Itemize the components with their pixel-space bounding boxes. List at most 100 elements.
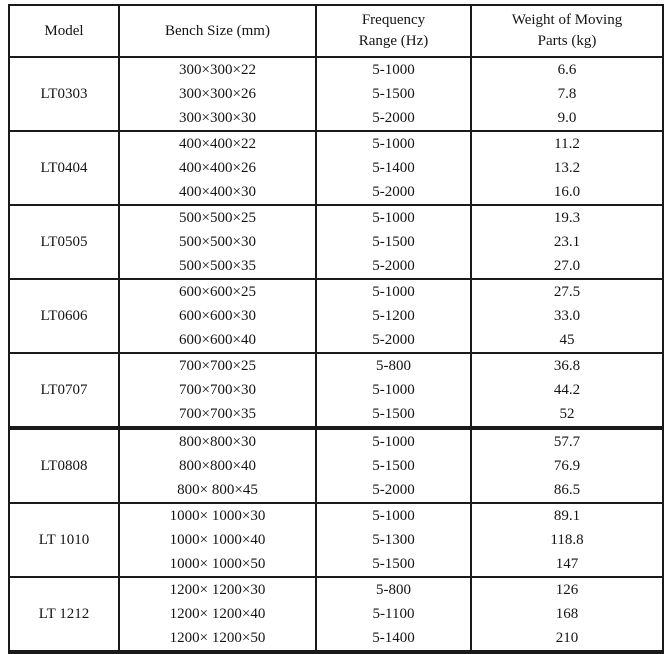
bench-size-column-header: Bench Size (mm) [118, 5, 317, 58]
table-row: 600×600×30 5-1200 33.0 [9, 304, 664, 328]
model-cell: LT 1010 [8, 503, 120, 577]
weight-column-header: Weight of Moving Parts (kg) [470, 5, 664, 58]
model-group: LT0707 700×700×25 5-800 36.8 700×700×30 5-100… [8, 353, 664, 428]
weight-cell: 45 [470, 328, 664, 353]
frequency-cell: 5-1500 [315, 454, 472, 478]
table-row: 1000× 1000×50 5-1500 147 [9, 552, 664, 577]
bench-size-cell: 300×300×22 [118, 57, 317, 82]
frequency-cell: 5-1000 [315, 428, 472, 454]
weight-cell: 52 [470, 402, 664, 428]
table-row: 400×400×30 5-2000 16.0 [9, 180, 664, 205]
weight-cell: 23.1 [470, 230, 664, 254]
model-group: LT 1010 1000× 1000×30 5-1000 89.1 1000× 1000… [8, 503, 664, 577]
table-row: 300×300×26 5-1500 7.8 [9, 82, 664, 106]
table-row: LT 1010 1000× 1000×30 5-1000 89.1 [8, 503, 664, 577]
frequency-cell: 5-2000 [315, 180, 472, 205]
frequency-cell: 5-2000 [315, 328, 472, 353]
frequency-cell: 5-1100 [315, 602, 472, 626]
table-row: LT0404 400×400×22 5-1000 11.2 [8, 131, 664, 205]
model-group: LT0606 600×600×25 5-1000 27.5 600×600×30 5-12… [8, 279, 664, 353]
table-row: 500×500×35 5-2000 27.0 [9, 254, 664, 279]
bench-size-cell: 1200× 1200×40 [118, 602, 317, 626]
bench-size-cell: 300×300×30 [118, 106, 317, 131]
weight-cell: 118.8 [470, 528, 664, 552]
bench-size-cell: 400×400×22 [118, 131, 317, 156]
frequency-cell: 5-1400 [315, 156, 472, 180]
model-cell: LT0505 [8, 205, 120, 279]
table-row: LT0505 500×500×25 5-1000 19.3 [8, 205, 664, 279]
bench-size-cell: 1000× 1000×50 [118, 552, 317, 577]
frequency-cell: 5-1500 [315, 402, 472, 428]
weight-cell: 126 [470, 577, 664, 602]
table-row: 1000× 1000×40 5-1300 118.8 [9, 528, 664, 552]
weight-cell: 76.9 [470, 454, 664, 478]
weight-cell: 86.5 [470, 478, 664, 503]
model-group: LT 1212 1200× 1200×30 5-800 126 1200× 1200×4… [8, 577, 664, 652]
frequency-cell: 5-1200 [315, 304, 472, 328]
weight-cell: 36.8 [470, 353, 664, 378]
model-group: LT0808 800×800×30 5-1000 57.7 800×800×40 5-15… [8, 428, 664, 503]
weight-cell: 210 [470, 626, 664, 652]
weight-cell: 147 [470, 552, 664, 577]
weight-cell: 11.2 [470, 131, 664, 156]
frequency-cell: 5-800 [315, 577, 472, 602]
bench-size-cell: 500×500×25 [118, 205, 317, 230]
model-cell: LT0707 [8, 353, 120, 428]
bench-size-cell: 400×400×26 [118, 156, 317, 180]
frequency-cell: 5-1000 [315, 205, 472, 230]
weight-cell: 16.0 [470, 180, 664, 205]
bench-size-cell: 800× 800×45 [118, 478, 317, 503]
frequency-cell: 5-1300 [315, 528, 472, 552]
table-row: LT0303 300×300×22 5-1000 6.6 [8, 57, 664, 131]
model-cell: LT0606 [8, 279, 120, 353]
frequency-cell: 5-1500 [315, 552, 472, 577]
frequency-cell: 5-1000 [315, 378, 472, 402]
bench-size-cell: 400×400×30 [118, 180, 317, 205]
bench-size-cell: 300×300×26 [118, 82, 317, 106]
weight-cell: 19.3 [470, 205, 664, 230]
weight-cell: 89.1 [470, 503, 664, 528]
table-row: LT0606 600×600×25 5-1000 27.5 [8, 279, 664, 353]
bench-size-cell: 800×800×30 [118, 428, 317, 454]
bench-size-cell: 1000× 1000×30 [118, 503, 317, 528]
weight-cell: 33.0 [470, 304, 664, 328]
model-cell: LT 1212 [8, 577, 120, 652]
bench-size-cell: 700×700×30 [118, 378, 317, 402]
bench-size-cell: 600×600×25 [118, 279, 317, 304]
bench-size-cell: 500×500×35 [118, 254, 317, 279]
model-column-header: Model [8, 5, 120, 58]
weight-cell: 168 [470, 602, 664, 626]
frequency-cell: 5-1000 [315, 131, 472, 156]
weight-cell: 6.6 [470, 57, 664, 82]
frequency-cell: 5-2000 [315, 478, 472, 503]
bench-size-cell: 600×600×30 [118, 304, 317, 328]
table-row: 600×600×40 5-2000 45 [9, 328, 664, 353]
weight-cell: 57.7 [470, 428, 664, 454]
bench-size-cell: 700×700×35 [118, 402, 317, 428]
spec-table: Model Bench Size (mm) Frequency Range (Hz)… [8, 4, 664, 654]
model-group: LT0505 500×500×25 5-1000 19.3 500×500×30 5-15… [8, 205, 664, 279]
table-header: Model Bench Size (mm) Frequency Range (Hz)… [8, 5, 664, 58]
frequency-cell: 5-1000 [315, 503, 472, 528]
table-row: 800× 800×45 5-2000 86.5 [9, 478, 664, 503]
table-row: 700×700×35 5-1500 52 [9, 402, 664, 428]
bench-size-cell: 1000× 1000×40 [118, 528, 317, 552]
bench-size-cell: 800×800×40 [118, 454, 317, 478]
model-cell: LT0808 [8, 428, 120, 503]
header-row: Model Bench Size (mm) Frequency Range (Hz)… [8, 5, 664, 58]
model-cell: LT0303 [8, 57, 120, 131]
frequency-cell: 5-2000 [315, 254, 472, 279]
bench-size-cell: 1200× 1200×50 [118, 626, 317, 652]
weight-cell: 7.8 [470, 82, 664, 106]
table-row: 500×500×30 5-1500 23.1 [9, 230, 664, 254]
frequency-cell: 5-1000 [315, 279, 472, 304]
bench-size-cell: 700×700×25 [118, 353, 317, 378]
table-row: LT0808 800×800×30 5-1000 57.7 [8, 428, 664, 503]
frequency-cell: 5-800 [315, 353, 472, 378]
frequency-cell: 5-2000 [315, 106, 472, 131]
table-row: LT 1212 1200× 1200×30 5-800 126 [8, 577, 664, 652]
weight-cell: 13.2 [470, 156, 664, 180]
weight-cell: 44.2 [470, 378, 664, 402]
model-cell: LT0404 [8, 131, 120, 205]
weight-cell: 9.0 [470, 106, 664, 131]
